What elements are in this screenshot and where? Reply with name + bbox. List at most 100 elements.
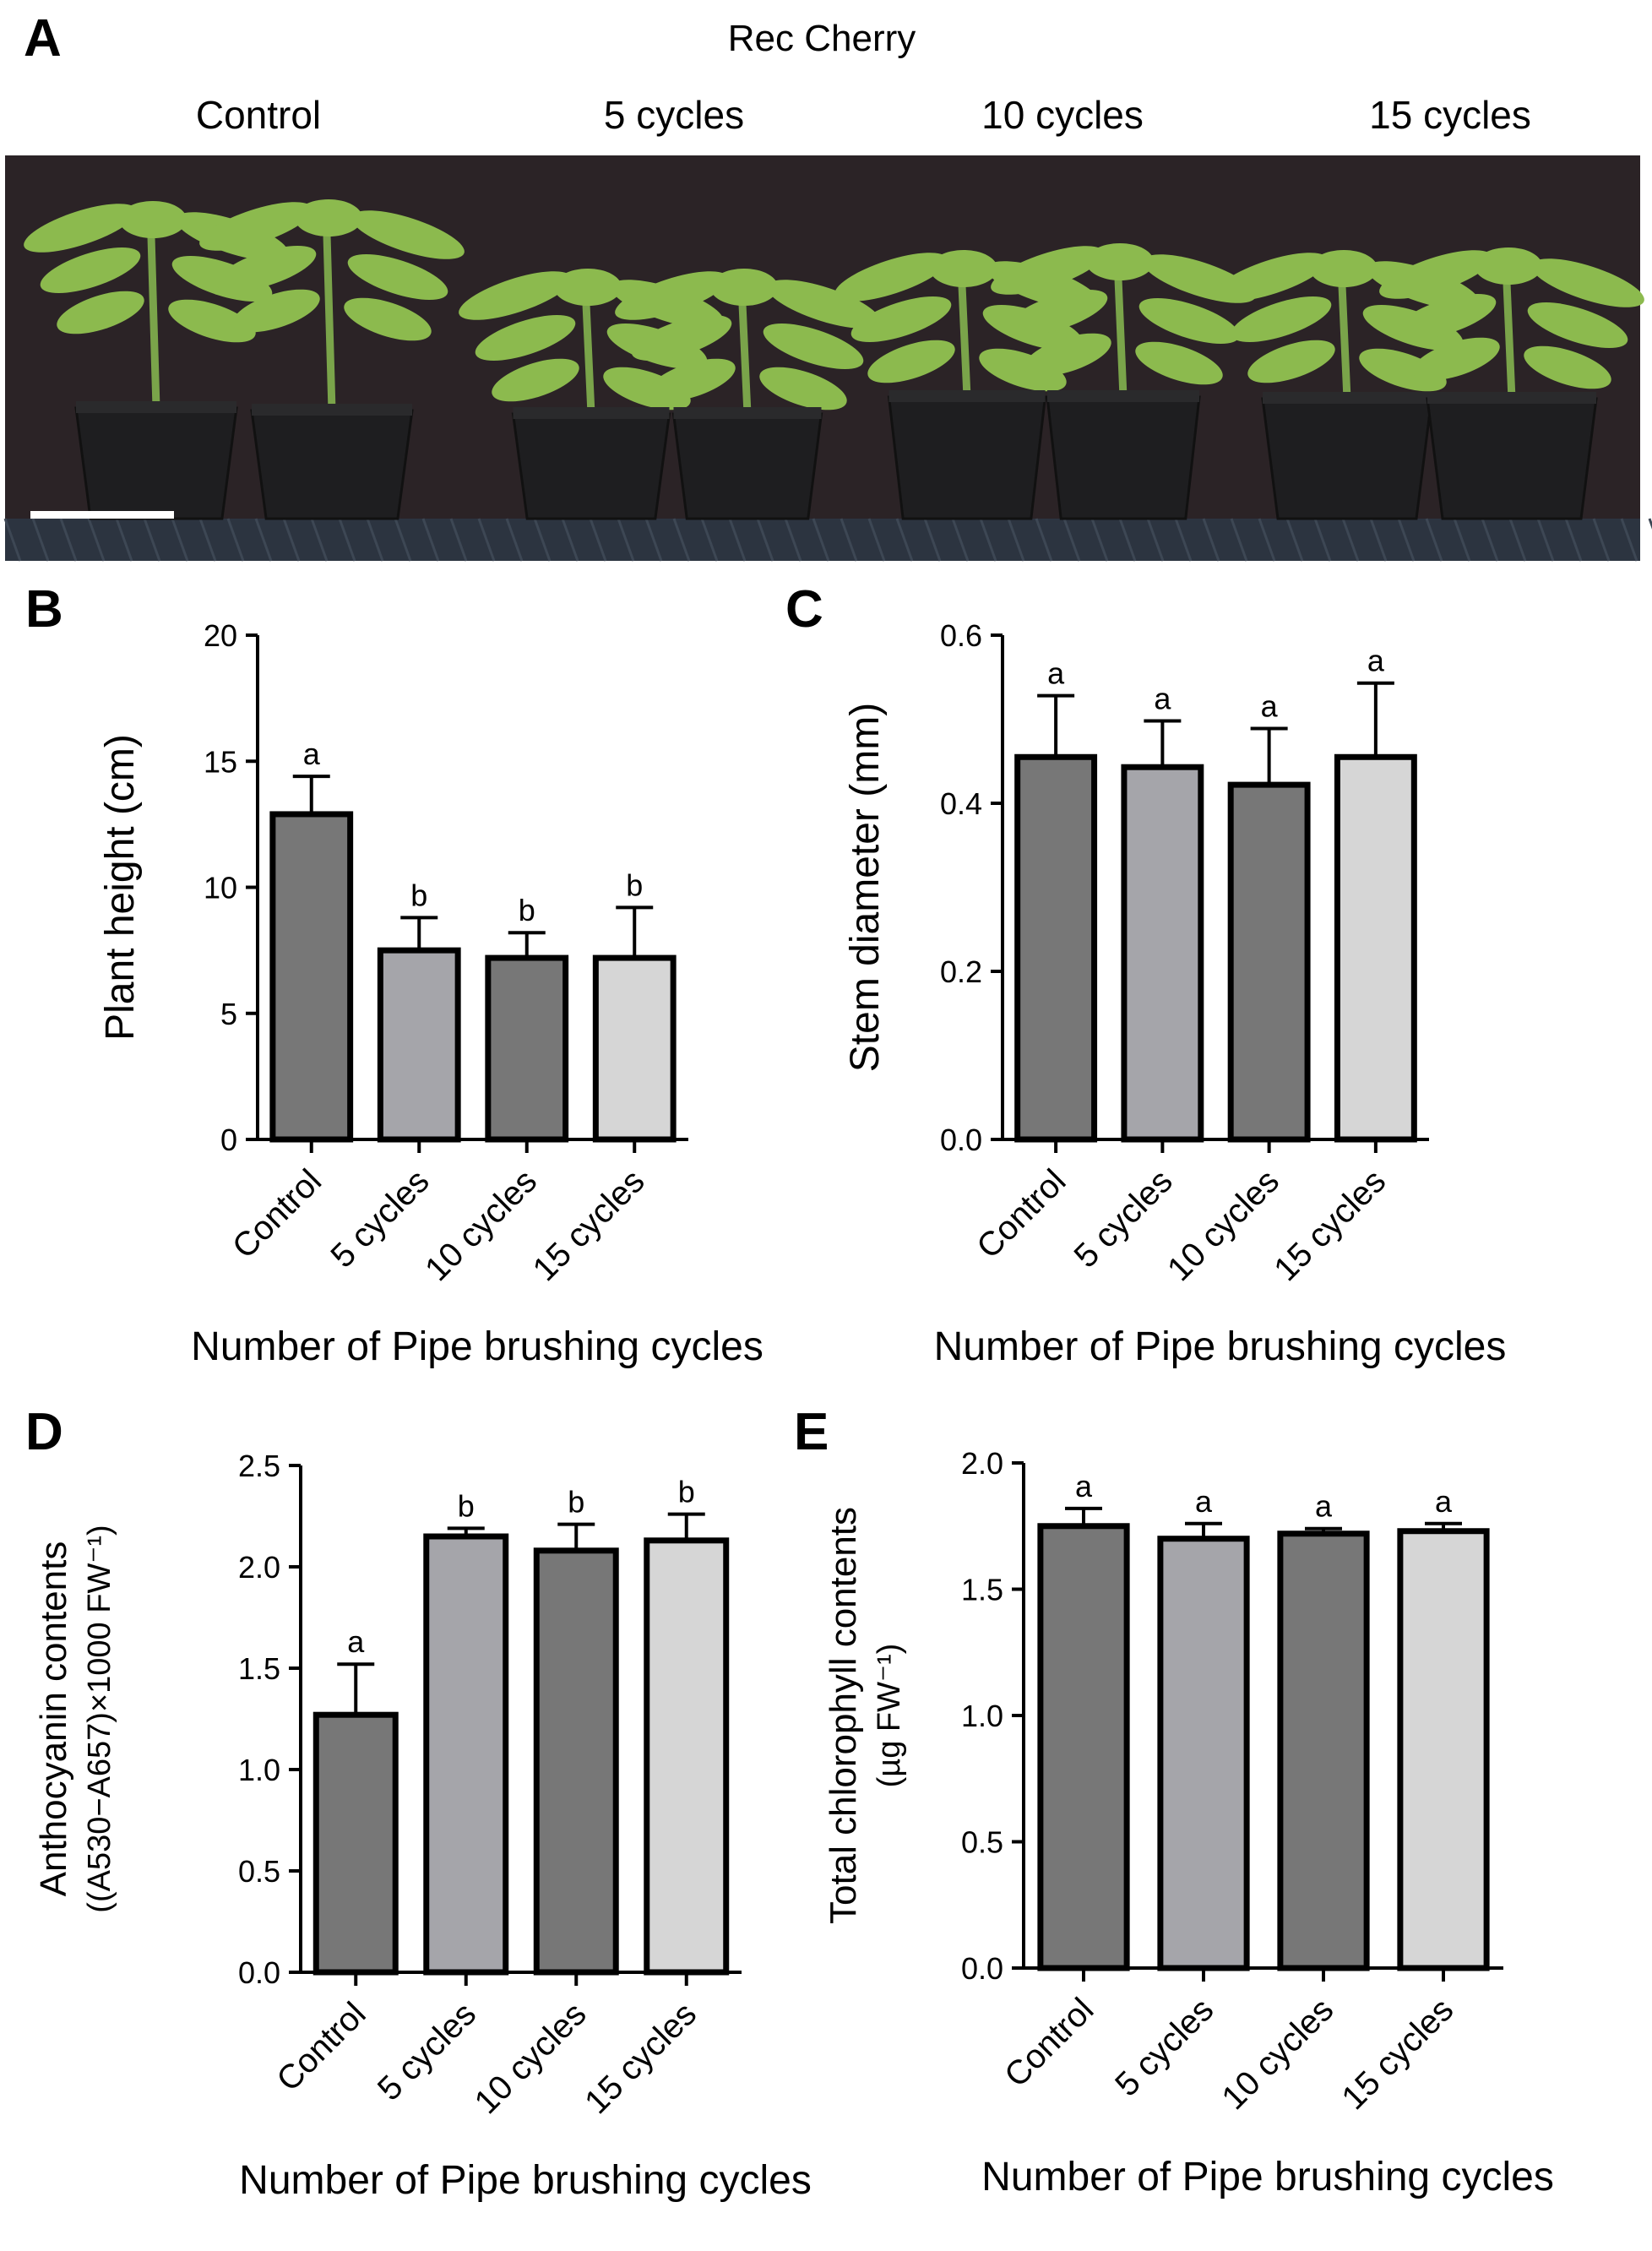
bar-control — [1037, 1523, 1130, 1971]
bench-slat — [1397, 518, 1416, 562]
bar-10-cycles — [485, 954, 569, 1143]
bench-slat — [923, 518, 942, 562]
bench-slat — [282, 518, 301, 562]
significance-label: b — [568, 1485, 584, 1520]
bench-slat — [644, 518, 663, 562]
x-tick-label: Control — [269, 1995, 372, 2098]
y-tick-label: 1.5 — [961, 1573, 1003, 1607]
plant-stem — [323, 231, 336, 415]
x-tick-label: 10 cycles — [468, 1995, 594, 2121]
bench-slat — [3, 518, 22, 562]
bench-slat — [589, 518, 607, 562]
bench-slat — [672, 518, 691, 562]
x-tick-label: 5 cycles — [1067, 1162, 1179, 1275]
y-axis-label-units: (µg FW⁻¹) — [872, 1644, 907, 1788]
plant-leaf — [199, 202, 312, 251]
bench-slat — [115, 518, 133, 562]
bench-slat — [728, 518, 747, 562]
plant-leaf — [119, 201, 187, 238]
significance-label: a — [1261, 688, 1279, 723]
bench-slat — [700, 518, 719, 562]
panel-letter-b: B — [25, 580, 63, 639]
x-axis-label: Number of Pipe brushing cycles — [191, 1324, 764, 1369]
panel-letter-a: A — [24, 9, 62, 68]
bar-5-cycles — [423, 1533, 509, 1976]
pot-rim — [1047, 390, 1199, 402]
bench-slat — [895, 518, 914, 562]
bench-slat — [617, 518, 635, 562]
bench-slat — [1592, 518, 1611, 562]
x-tick-label: Control — [997, 1991, 1100, 2094]
bench-slat — [561, 518, 579, 562]
y-tick-label: 5 — [220, 997, 237, 1031]
chart-panel-c: C 0.0 0.2 0.4 0.6 Stem diameter (mm) a Control a… — [785, 580, 1506, 1369]
plant-pot — [250, 409, 414, 520]
plant-leaf — [767, 280, 880, 329]
bench-slat — [867, 518, 886, 562]
bench-slat — [1369, 518, 1388, 562]
y-tick-label: 1.0 — [961, 1699, 1003, 1733]
significance-label: b — [410, 878, 427, 912]
bench-slat — [1118, 518, 1137, 562]
x-tick-label: Control — [970, 1162, 1073, 1265]
y-tick-label: 0.0 — [238, 1955, 280, 1990]
plant-stem — [1114, 275, 1128, 401]
plant-leaf — [1310, 250, 1378, 287]
bench-slat — [1481, 518, 1499, 562]
plant-leaf — [1138, 298, 1240, 344]
plant-leaf — [168, 299, 256, 343]
bench-slat — [59, 518, 78, 562]
y-tick-label: 0.6 — [940, 618, 982, 653]
bench-slat — [1174, 518, 1193, 562]
plant-leaf — [40, 247, 141, 293]
plant-photo — [3, 155, 1652, 562]
panel-letter-c: C — [785, 580, 823, 639]
plant-stem — [147, 232, 160, 412]
photo-label-10-cycles: 10 cycles — [981, 93, 1144, 137]
plant-leaf — [554, 269, 622, 306]
plant-leaf — [215, 246, 317, 291]
bench-slat — [310, 518, 329, 562]
bench-slat — [1007, 518, 1025, 562]
bench-slat — [1313, 518, 1332, 562]
x-tick-label: 10 cycles — [1160, 1162, 1286, 1288]
plant-leaf — [631, 315, 732, 361]
x-axis-label: Number of Pipe brushing cycles — [239, 2158, 812, 2203]
plant-stem — [738, 300, 752, 418]
y-axis-label: Total chlorophyll contents — [823, 1507, 864, 1924]
plant-stem — [1503, 279, 1516, 403]
y-tick-label: 2.5 — [238, 1449, 280, 1483]
plant-leaf — [979, 348, 1067, 392]
plant-leaf — [1475, 247, 1542, 285]
bench-slat — [1620, 518, 1638, 562]
plant-leaf — [759, 367, 847, 411]
photo-label-control: Control — [196, 93, 321, 137]
bar-15-cycles — [1334, 753, 1417, 1143]
plant-leaf — [1359, 348, 1447, 392]
y-tick-label: 0.2 — [940, 954, 982, 989]
plant-leaf — [615, 271, 728, 320]
photo-bench — [5, 519, 1640, 561]
significance-label: a — [1435, 1484, 1453, 1519]
chart-panel-b: B 0 5 10 15 20 Plant height (cm) a Control b 5 cyc… — [25, 580, 764, 1369]
bench-slat — [394, 518, 412, 562]
significance-label: a — [347, 1624, 365, 1659]
bench-slat — [198, 518, 217, 562]
bench-slat — [951, 518, 970, 562]
photo-label-15-cycles: 15 cycles — [1369, 93, 1531, 137]
plant-pot — [511, 412, 671, 520]
y-tick-label: 2.0 — [961, 1446, 1003, 1481]
plant-pot — [671, 412, 823, 520]
plant-stem — [958, 281, 971, 401]
bench-slat — [505, 518, 524, 562]
x-tick-label: 5 cycles — [323, 1162, 436, 1275]
plant-leaf — [1135, 341, 1223, 385]
y-tick-label: 0.0 — [940, 1123, 982, 1157]
y-axis-label-units: ((A530−A657)×1000 FW⁻¹) — [82, 1525, 117, 1912]
plant-pot — [1261, 397, 1433, 520]
panel-letter-d: D — [25, 1403, 63, 1461]
plant-leaf — [24, 204, 137, 253]
bench-slat — [87, 518, 106, 562]
plant-leaf — [1379, 250, 1492, 299]
plant-leaf — [867, 340, 955, 383]
